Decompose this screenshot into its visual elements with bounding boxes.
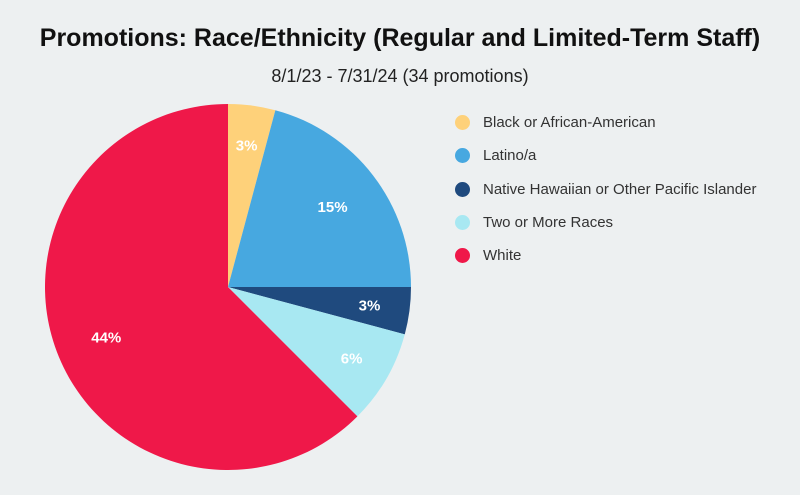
legend: Black or African-American Latino/a Native … bbox=[455, 106, 756, 272]
chart-subtitle: 8/1/23 - 7/31/24 (34 promotions) bbox=[271, 66, 529, 86]
legend-swatch bbox=[455, 248, 470, 264]
legend-item: Two or More Races bbox=[455, 206, 756, 239]
legend-swatch bbox=[455, 115, 470, 131]
legend-item: Latino/a bbox=[455, 139, 756, 172]
legend-label: Latino/a bbox=[483, 147, 537, 165]
legend-label: White bbox=[483, 247, 522, 265]
data-label-4: 44% bbox=[91, 329, 121, 346]
pie-slice-2 bbox=[228, 287, 411, 335]
legend-label: Black or African-American bbox=[483, 114, 656, 132]
data-label-1: 15% bbox=[318, 199, 348, 216]
pie-slice-4 bbox=[44, 104, 358, 470]
legend-swatch bbox=[455, 181, 470, 197]
pie-slice-1 bbox=[228, 110, 411, 288]
legend-swatch bbox=[455, 148, 470, 164]
pie-slice-3 bbox=[228, 287, 405, 417]
data-label-0: 3% bbox=[236, 137, 258, 154]
legend-label: Two or More Races bbox=[483, 214, 614, 232]
pie-slice-0 bbox=[228, 104, 276, 287]
legend-label: Native Hawaiian or Other Pacific Islande… bbox=[483, 180, 757, 198]
data-label-3: 6% bbox=[341, 350, 363, 367]
legend-item: Black or African-American bbox=[455, 106, 756, 139]
legend-swatch bbox=[455, 215, 470, 231]
data-label-2: 3% bbox=[359, 298, 381, 315]
chart-title: Promotions: Race/Ethnicity (Regular and … bbox=[39, 24, 761, 52]
legend-item: Native Hawaiian or Other Pacific Islande… bbox=[455, 173, 756, 206]
legend-item: White bbox=[455, 239, 756, 272]
